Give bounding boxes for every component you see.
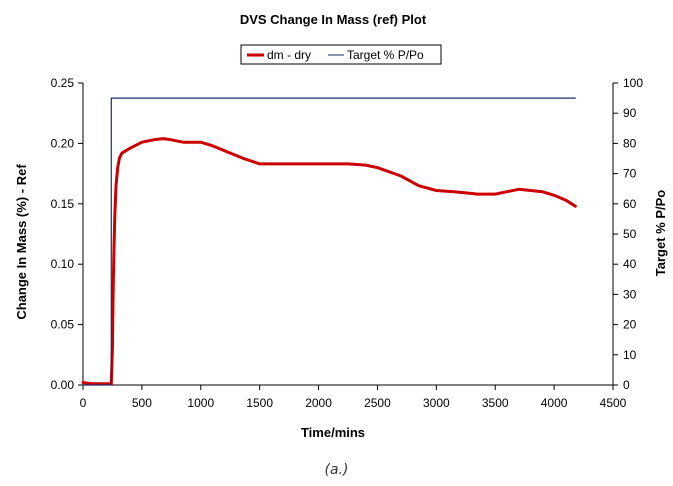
y2-tick-label: 30: [623, 287, 637, 301]
y2-tick-label: 10: [623, 348, 637, 362]
y2-axis-title: Target % P/Po: [653, 190, 668, 277]
legend-label-target: Target % P/Po: [347, 48, 424, 62]
x-tick-label: 0: [80, 396, 87, 410]
y2-tick-label: 80: [623, 136, 637, 150]
legend: dm - dry Target % P/Po: [240, 44, 442, 65]
y-tick-label: 0.00: [51, 378, 75, 392]
x-tick-label: 4000: [541, 396, 568, 410]
x-axis-title: Time/mins: [301, 425, 365, 440]
x-tick-label: 3000: [423, 396, 450, 410]
x-tick-label: 2000: [305, 396, 332, 410]
chart-title: DVS Change In Mass (ref) Plot: [240, 12, 427, 27]
y2-tick-label: 60: [623, 197, 637, 211]
y-tick-label: 0.10: [51, 257, 75, 271]
y-axis-title: Change In Mass (%) - Ref: [14, 164, 29, 320]
x-tick-label: 2500: [364, 396, 391, 410]
y-tick-label: 0.05: [51, 318, 75, 332]
y2-tick-label: 40: [623, 257, 637, 271]
y2-tick-label: 70: [623, 167, 637, 181]
y2-tick-label: 50: [623, 227, 637, 241]
x-tick-label: 1000: [187, 396, 214, 410]
y2-tick-label: 90: [623, 106, 637, 120]
y2-tick-label: 100: [623, 76, 643, 90]
y-tick-label: 0.25: [51, 76, 75, 90]
legend-label-dm-dry: dm - dry: [267, 48, 311, 62]
series-line-dm-dry: [81, 137, 577, 386]
y2-tick-label: 0: [623, 378, 630, 392]
plot-area: 0 500 1000 1500 2000 2500 3000 3500 4000 45000.00…: [51, 76, 644, 410]
x-tick-label: 4500: [600, 396, 627, 410]
x-tick-label: 3500: [482, 396, 509, 410]
x-tick-label: 500: [132, 396, 152, 410]
y-tick-label: 0.20: [51, 136, 75, 150]
figure-caption: (a.): [324, 462, 349, 478]
y-tick-label: 0.15: [51, 197, 75, 211]
x-tick-label: 1500: [246, 396, 273, 410]
series-line-target-p-po: [82, 97, 576, 386]
y2-tick-label: 20: [623, 318, 637, 332]
